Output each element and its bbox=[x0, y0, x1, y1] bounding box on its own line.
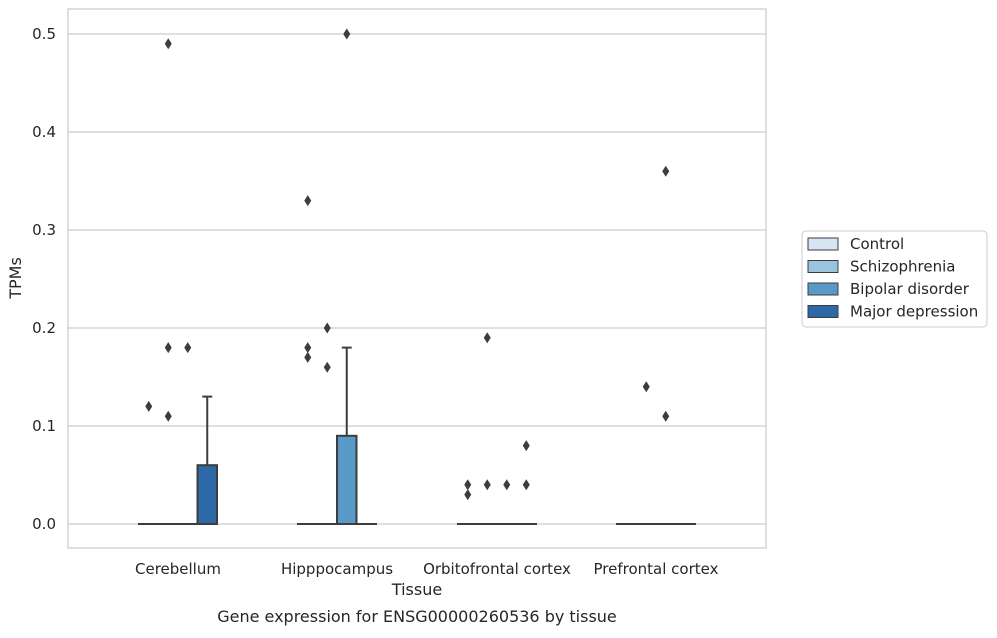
legend-label: Major depression bbox=[850, 303, 978, 321]
x-axis-label: Tissue bbox=[391, 580, 442, 599]
y-tick-label: 0.5 bbox=[32, 25, 56, 43]
x-tick-label: Prefrontal cortex bbox=[594, 560, 719, 578]
plot-area bbox=[68, 9, 766, 548]
x-tick-label: Cerebellum bbox=[135, 560, 221, 578]
y-axis-label: TPMs bbox=[6, 257, 25, 300]
y-tick-label: 0.1 bbox=[32, 417, 56, 435]
y-tick-label: 0.3 bbox=[32, 221, 56, 239]
y-tick-label: 0.0 bbox=[32, 515, 56, 533]
box-body bbox=[337, 436, 357, 524]
chart-caption: Gene expression for ENSG00000260536 by t… bbox=[217, 607, 617, 626]
x-tick-label: Orbitofrontal cortex bbox=[423, 560, 571, 578]
legend-swatch bbox=[808, 306, 838, 318]
y-tick-label: 0.2 bbox=[32, 319, 56, 337]
legend-label: Schizophrenia bbox=[850, 258, 955, 276]
legend-label: Control bbox=[850, 235, 904, 253]
box-body bbox=[198, 465, 218, 524]
legend-swatch bbox=[808, 238, 838, 250]
legend: Control Schizophrenia Bipolar disorder Majo… bbox=[802, 231, 987, 327]
legend-swatch bbox=[808, 261, 838, 273]
legend-swatch bbox=[808, 283, 838, 295]
legend-label: Bipolar disorder bbox=[850, 280, 970, 298]
y-tick-label: 0.4 bbox=[32, 123, 56, 141]
x-tick-label: Hipppocampus bbox=[281, 560, 393, 578]
